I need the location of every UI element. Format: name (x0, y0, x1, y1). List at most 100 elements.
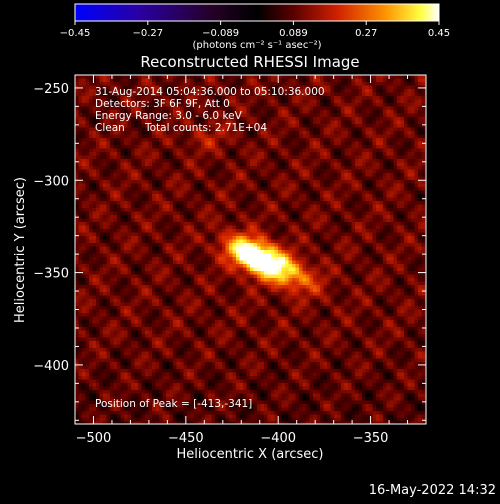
heatmap-cell (401, 236, 405, 240)
heatmap-cell (257, 170, 261, 174)
heatmap-cell (233, 187, 237, 191)
heatmap-cell (96, 201, 100, 205)
heatmap-cell (222, 149, 226, 153)
heatmap-cell (394, 215, 398, 219)
heatmap-cell (310, 173, 314, 177)
heatmap-cell (149, 170, 153, 174)
heatmap-cell (303, 243, 307, 247)
heatmap-cell (201, 205, 205, 209)
heatmap-cell (373, 96, 377, 100)
heatmap-cell (404, 194, 408, 198)
heatmap-cell (278, 184, 282, 188)
heatmap-cell (163, 79, 167, 83)
heatmap-cell (285, 212, 289, 216)
heatmap-cell (313, 128, 317, 132)
heatmap-cell (404, 96, 408, 100)
heatmap-cell (201, 208, 205, 212)
heatmap-cell (320, 131, 324, 135)
heatmap-cell (310, 198, 314, 202)
colorbar (75, 4, 439, 21)
heatmap-cell (320, 142, 324, 146)
heatmap-cell (124, 205, 128, 209)
heatmap-cell (331, 233, 335, 237)
heatmap-cell (271, 117, 275, 121)
heatmap-cell (338, 219, 342, 223)
heatmap-cell (261, 184, 265, 188)
heatmap-cell (334, 138, 338, 142)
heatmap-cell (275, 114, 279, 118)
heatmap-cell (243, 110, 247, 114)
heatmap-cell (135, 170, 139, 174)
heatmap-cell (397, 215, 401, 219)
heatmap-cell (362, 110, 366, 114)
heatmap-cell (257, 212, 261, 216)
heatmap-cell (236, 226, 240, 230)
heatmap-cell (341, 215, 345, 219)
heatmap-cell (254, 117, 258, 121)
heatmap-cell (121, 201, 125, 205)
heatmap-cell (362, 135, 366, 139)
heatmap-cell (324, 215, 328, 219)
heatmap-cell (334, 121, 338, 125)
heatmap-cell (324, 128, 328, 132)
heatmap-cell (275, 243, 279, 247)
heatmap-cell (173, 156, 177, 160)
heatmap-cell (159, 149, 163, 153)
heatmap-cell (366, 177, 370, 181)
heatmap-cell (166, 79, 170, 83)
heatmap-cell (345, 110, 349, 114)
heatmap-cell (243, 145, 247, 149)
heatmap-cell (75, 226, 79, 230)
heatmap-cell (96, 184, 100, 188)
heatmap-cell (306, 222, 310, 226)
heatmap-cell (114, 247, 118, 251)
heatmap-cell (208, 240, 212, 244)
heatmap-cell (271, 194, 275, 198)
heatmap-cell (324, 124, 328, 128)
heatmap-cell (394, 149, 398, 153)
heatmap-cell (404, 114, 408, 118)
heatmap-cell (131, 159, 135, 163)
heatmap-cell (219, 219, 223, 223)
heatmap-cell (250, 229, 254, 233)
heatmap-cell (264, 191, 268, 195)
heatmap-cell (404, 243, 408, 247)
heatmap-cell (289, 79, 293, 83)
heatmap-cell (138, 145, 142, 149)
heatmap-cell (219, 222, 223, 226)
heatmap-cell (194, 163, 198, 167)
heatmap-cell (418, 233, 422, 237)
heatmap-cell (229, 138, 233, 142)
heatmap-cell (292, 79, 296, 83)
heatmap-cell (194, 229, 198, 233)
heatmap-cell (376, 82, 380, 86)
heatmap-cell (100, 177, 104, 181)
heatmap-cell (145, 208, 149, 212)
heatmap-cell (107, 173, 111, 177)
heatmap-cell (327, 145, 331, 149)
heatmap-cell (383, 219, 387, 223)
heatmap-cell (156, 184, 160, 188)
heatmap-cell (285, 173, 289, 177)
heatmap-cell (418, 89, 422, 93)
heatmap-cell (110, 198, 114, 202)
heatmap-cell (275, 233, 279, 237)
heatmap-cell (317, 75, 321, 79)
heatmap-cell (366, 145, 370, 149)
heatmap-cell (198, 226, 202, 230)
heatmap-cell (278, 121, 282, 125)
heatmap-cell (345, 163, 349, 167)
heatmap-cell (236, 177, 240, 181)
heatmap-cell (404, 145, 408, 149)
heatmap-cell (362, 236, 366, 240)
heatmap-cell (135, 194, 139, 198)
heatmap-cell (114, 229, 118, 233)
heatmap-cell (422, 177, 426, 181)
heatmap-cell (327, 86, 331, 90)
heatmap-cell (394, 121, 398, 125)
heatmap-cell (362, 205, 366, 209)
heatmap-cell (296, 152, 300, 156)
heatmap-cell (292, 142, 296, 146)
heatmap-cell (205, 205, 209, 209)
heatmap-cell (324, 75, 328, 79)
